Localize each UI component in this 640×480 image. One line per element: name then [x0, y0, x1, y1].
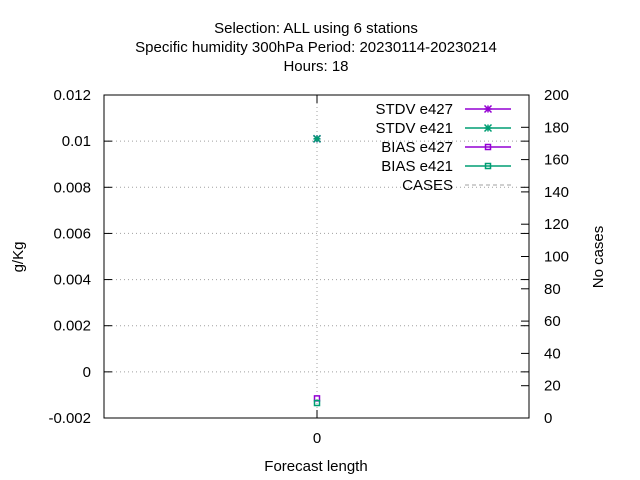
legend-marker-bias-e421: [484, 162, 492, 170]
y2-tick-label: 40: [544, 345, 561, 362]
x-axis-label: Forecast length: [264, 458, 367, 475]
y2-tick-label: 0: [544, 410, 552, 427]
y-tick-label: 0.004: [53, 272, 91, 289]
legend-label-stdv-e421: STDV e421: [375, 120, 453, 137]
legend: STDV e427 STDV e421 BIAS e427 BIAS e421 CASE…: [375, 101, 511, 194]
y2-tick-label: 20: [544, 378, 561, 395]
y-axis-label: g/Kg: [10, 242, 27, 273]
y2-tick-label: 80: [544, 281, 561, 298]
y-tick-label: 0.01: [62, 133, 91, 150]
y2-tick-label: 100: [544, 249, 569, 266]
y2-tick-label: 140: [544, 184, 569, 201]
y2-tick-label: 60: [544, 313, 561, 330]
y2-tick-label: 200: [544, 87, 569, 104]
legend-marker-stdv-e421-stroke: [483, 123, 493, 133]
point-stdv-e421-stroke: [312, 134, 322, 143]
y-tick-label: 0.012: [53, 87, 91, 104]
y2-tick-label: 180: [544, 119, 569, 136]
title-line-1: Selection: ALL using 6 stations: [214, 20, 418, 37]
y-tick-label: 0: [83, 364, 91, 381]
y-tick-label: 0.006: [53, 225, 91, 242]
legend-label-cases: CASES: [402, 177, 453, 194]
legend-label-stdv-e427: STDV e427: [375, 101, 453, 118]
axes: -0.002 0 0.002 0.004 0.006 0.008 0.01 0.012 0 20 4…: [48, 87, 569, 447]
chart-title: Selection: ALL using 6 stations Specific…: [135, 20, 497, 75]
point-stdv-e421: [312, 134, 322, 143]
legend-marker-stdv-e421: [483, 123, 493, 133]
title-line-2: Specific humidity 300hPa Period: 2023011…: [135, 39, 497, 56]
y2-axis-label: No cases: [590, 226, 607, 289]
legend-label-bias-e421: BIAS e421: [381, 158, 453, 175]
y-tick-label: 0.008: [53, 179, 91, 196]
data-points: [312, 134, 322, 407]
legend-marker-bias-e427: [484, 143, 492, 151]
grid: [104, 95, 529, 418]
plot-border: [103, 94, 530, 419]
y-tick-label: 0.002: [53, 318, 91, 335]
y2-tick-label: 120: [544, 216, 569, 233]
legend-label-bias-e427: BIAS e427: [381, 139, 453, 156]
x-tick-label: 0: [313, 430, 321, 447]
legend-marker-stdv-e427-stroke: [483, 104, 493, 114]
y-tick-label: -0.002: [48, 410, 91, 427]
y2-tick-label: 160: [544, 152, 569, 169]
legend-marker-stdv-e427: [483, 104, 493, 114]
point-bias-e421: [313, 399, 321, 407]
title-line-3: Hours: 18: [283, 58, 348, 75]
